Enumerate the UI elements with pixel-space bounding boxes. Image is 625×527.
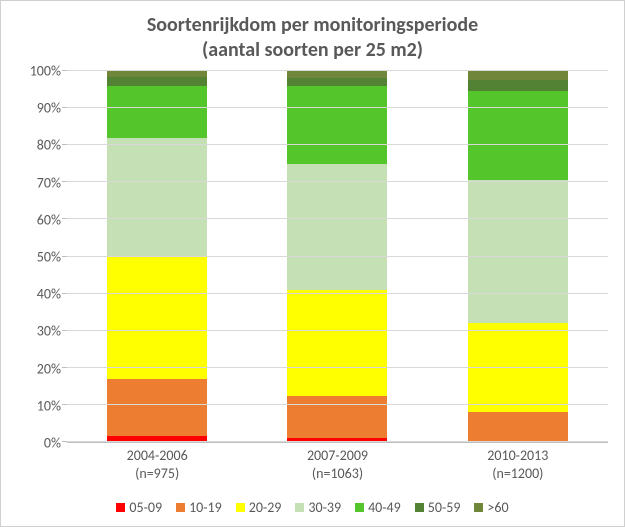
x-axis-label: 2010-2013(n=1200) [428, 443, 608, 493]
y-tickmark [62, 293, 67, 294]
y-tick-label: 100% [30, 63, 61, 80]
x-axis: 2004-2006(n=975)2007-2009(n=1063)2010-20… [67, 443, 608, 493]
y-tick-label: 30% [37, 323, 61, 340]
gridline [67, 256, 608, 257]
x-label-line2: (n=975) [135, 465, 179, 482]
y-tickmark [62, 404, 67, 405]
x-axis-label: 2007-2009(n=1063) [247, 443, 427, 493]
gridline [67, 293, 608, 294]
y-tickmark [62, 330, 67, 331]
y-axis: 0%10%20%30%40%50%60%70%80%90%100% [17, 71, 67, 443]
legend-label: 40-49 [368, 499, 401, 516]
legend-label: 20-29 [249, 499, 282, 516]
bar-segment-s10_19 [287, 396, 387, 439]
bar-segment-s30_39 [287, 164, 387, 290]
legend-swatch [415, 503, 424, 512]
y-tickmark [62, 181, 67, 182]
bar-segment-s_gt60 [287, 71, 387, 78]
bar-slot [428, 71, 608, 442]
bar-segment-s10_19 [107, 379, 207, 437]
bar-segment-s50_59 [468, 80, 568, 91]
y-tick-label: 20% [37, 360, 61, 377]
legend-swatch [355, 503, 364, 512]
chart-title-line1: Soortenrijkdom per monitoringsperiode [147, 13, 478, 37]
gridline [67, 367, 608, 368]
y-tickmark [62, 70, 67, 71]
chart-container: Soortenrijkdom per monitoringsperiode (a… [0, 0, 625, 527]
bar-segment-s_gt60 [468, 71, 568, 80]
plot-area: 0%10%20%30%40%50%60%70%80%90%100% [17, 71, 608, 443]
legend-item: 20-29 [236, 499, 282, 516]
bar-segment-s20_29 [107, 257, 207, 379]
legend-item: 50-59 [415, 499, 461, 516]
legend-label: 05-09 [129, 499, 162, 516]
stacked-bar [107, 71, 207, 442]
x-label-line2: (n=1063) [312, 465, 363, 482]
bar-segment-s20_29 [468, 323, 568, 412]
chart-title-line2: (aantal soorten per 25 m2) [202, 38, 423, 62]
stacked-bar [287, 71, 387, 442]
x-axis-label: 2004-2006(n=975) [67, 443, 247, 493]
bar-slot [247, 71, 427, 442]
y-tickmark [62, 256, 67, 257]
legend-item: 30-39 [295, 499, 341, 516]
bar-segment-s10_19 [468, 412, 568, 442]
y-tick-label: 40% [37, 286, 61, 303]
y-tick-label: 0% [44, 435, 61, 452]
stacked-bar [468, 71, 568, 442]
legend-label: 10-19 [189, 499, 222, 516]
legend-swatch [295, 503, 304, 512]
y-tick-label: 90% [37, 100, 61, 117]
legend-item: 40-49 [355, 499, 401, 516]
legend-item: 05-09 [116, 499, 162, 516]
legend-swatch [116, 503, 125, 512]
chart-title: Soortenrijkdom per monitoringsperiode (a… [17, 13, 608, 63]
bar-slot [67, 71, 247, 442]
gridline [67, 404, 608, 405]
gridline [67, 218, 608, 219]
y-tickmark [62, 367, 67, 368]
bars-plot [67, 71, 608, 442]
legend-swatch [236, 503, 245, 512]
y-tick-label: 60% [37, 211, 61, 228]
bar-segment-s40_49 [468, 91, 568, 180]
bar-segment-s40_49 [107, 86, 207, 138]
legend-swatch [176, 503, 185, 512]
legend-swatch [474, 503, 483, 512]
bars-region [67, 71, 608, 443]
y-tickmark [62, 144, 67, 145]
x-label-line2: (n=1200) [492, 465, 543, 482]
y-tickmark [62, 107, 67, 108]
legend: 05-09 10-19 20-29 30-39 40-49 50-59 >60 [17, 493, 608, 518]
gridline [67, 330, 608, 331]
bar-segment-s50_59 [287, 78, 387, 85]
x-label-line1: 2004-2006 [127, 447, 188, 464]
gridline [67, 441, 608, 442]
legend-label: >60 [487, 499, 508, 516]
bar-segment-s30_39 [468, 180, 568, 323]
x-label-line1: 2007-2009 [307, 447, 368, 464]
legend-item: 10-19 [176, 499, 222, 516]
legend-label: 30-39 [308, 499, 341, 516]
y-tick-label: 80% [37, 137, 61, 154]
y-tick-label: 70% [37, 174, 61, 191]
gridline [67, 144, 608, 145]
bar-segment-s20_29 [287, 290, 387, 396]
bar-segment-s50_59 [107, 77, 207, 86]
x-label-line1: 2010-2013 [487, 447, 548, 464]
y-tick-label: 10% [37, 397, 61, 414]
legend-item: >60 [474, 499, 508, 516]
y-tick-label: 50% [37, 249, 61, 266]
bar-segment-s40_49 [287, 86, 387, 164]
bar-segment-s30_39 [107, 138, 207, 257]
gridline [67, 107, 608, 108]
gridline [67, 181, 608, 182]
y-tickmark [62, 218, 67, 219]
gridline [67, 70, 608, 71]
y-tickmark [62, 441, 67, 442]
legend-label: 50-59 [428, 499, 461, 516]
